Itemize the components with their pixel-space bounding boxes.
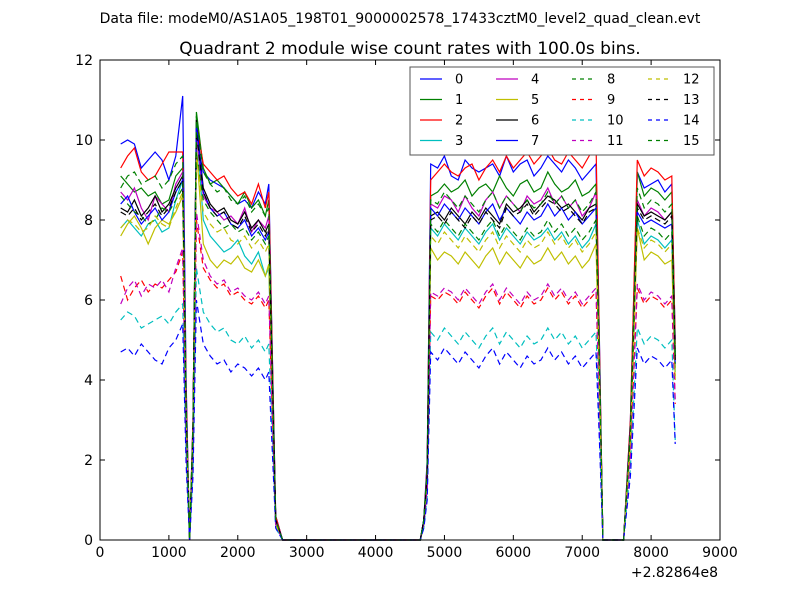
- series-line-12: [120, 155, 676, 541]
- legend-label-7: 7: [531, 134, 539, 149]
- series-line-11: [120, 211, 676, 541]
- legend-box: [409, 66, 715, 156]
- legend-label-12: 12: [683, 73, 700, 88]
- x-tick-label-9000: 9000: [702, 545, 738, 561]
- x-tick-label-5000: 5000: [427, 545, 463, 561]
- series-line-9: [120, 219, 676, 541]
- series-line-14: [120, 299, 676, 541]
- legend-label-8: 8: [607, 73, 615, 88]
- y-tick-label-8: 8: [84, 213, 93, 229]
- series-line-6: [120, 119, 676, 541]
- x-tick-label-2000: 2000: [220, 545, 256, 561]
- series-line-4: [120, 135, 676, 541]
- x-tick-label-8000: 8000: [633, 545, 669, 561]
- legend-label-0: 0: [455, 73, 463, 88]
- plot-lines: [120, 95, 676, 541]
- x-tick-label-6000: 6000: [496, 545, 532, 561]
- series-line-10: [120, 267, 676, 541]
- x-offset-label: +2.82864e8: [631, 565, 718, 581]
- legend-label-15: 15: [683, 134, 700, 149]
- legend-label-2: 2: [455, 114, 463, 129]
- y-tick-label-10: 10: [75, 133, 93, 149]
- legend-label-5: 5: [531, 93, 539, 108]
- x-tick-label-3000: 3000: [289, 545, 325, 561]
- legend-label-13: 13: [683, 93, 700, 108]
- y-tick-label-4: 4: [84, 373, 93, 389]
- series-line-2: [120, 123, 676, 541]
- x-tick-label-0: 0: [96, 545, 105, 561]
- y-tick-label-0: 0: [84, 533, 93, 549]
- legend-label-9: 9: [607, 93, 615, 108]
- legend-label-11: 11: [607, 134, 624, 149]
- x-tick-label-4000: 4000: [358, 545, 394, 561]
- x-tick-label-7000: 7000: [564, 545, 600, 561]
- legend-label-6: 6: [531, 114, 539, 129]
- legend-label-10: 10: [607, 114, 624, 129]
- legend-label-4: 4: [531, 73, 539, 88]
- legend-label-1: 1: [455, 93, 463, 108]
- axes: 0 1000 2000 3000 4000 5000 6000 7000 8000 9000 0 2 4…: [75, 53, 738, 561]
- y-tick-label-6: 6: [84, 293, 93, 309]
- series-line-1: [120, 111, 676, 541]
- chart-title: Quadrant 2 module wise count rates with …: [179, 39, 640, 59]
- figure-suptitle: Data file: modeM0/AS1A05_198T01_90000025…: [100, 11, 701, 27]
- y-tick-label-12: 12: [75, 53, 93, 69]
- y-tick-label-2: 2: [84, 453, 93, 469]
- series-line-7: [120, 123, 676, 541]
- series-line-15: [120, 115, 676, 541]
- legend-label-3: 3: [455, 134, 463, 149]
- legend-label-14: 14: [683, 114, 700, 129]
- series-line-0: [120, 95, 676, 541]
- x-tick-label-1000: 1000: [151, 545, 187, 561]
